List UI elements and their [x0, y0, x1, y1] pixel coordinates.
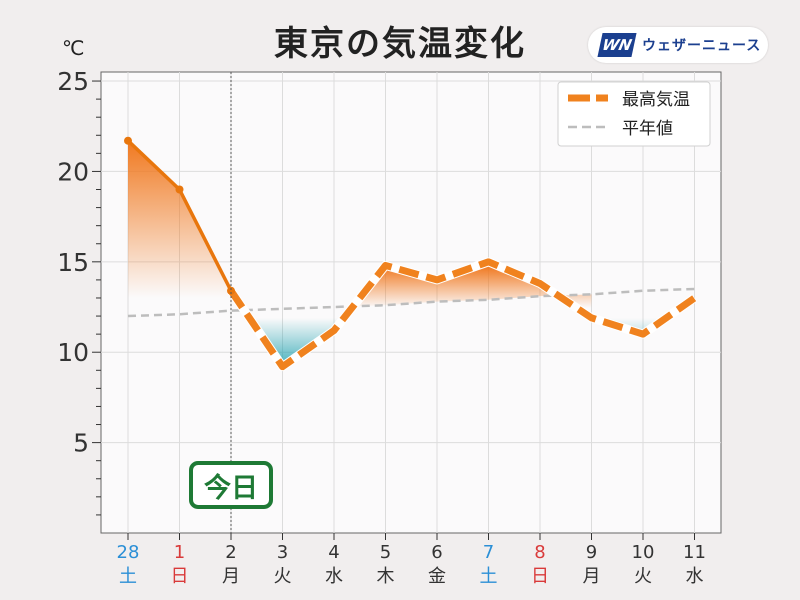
- x-tick-day: 1: [174, 542, 185, 563]
- x-tick-weekday: 月: [583, 566, 601, 587]
- x-tick-weekday: 水: [325, 566, 343, 587]
- x-tick-day: 3: [277, 542, 288, 563]
- x-tick-weekday: 金: [428, 566, 446, 587]
- x-tick-weekday: 土: [480, 566, 498, 587]
- weathernews-logo: WN ウェザーニュース: [588, 27, 768, 63]
- page-title: 東京の気温変化: [274, 24, 526, 64]
- series-lines: [124, 136, 698, 372]
- today-badge: [189, 461, 273, 509]
- x-tick-day: 7: [483, 542, 494, 563]
- x-tick-weekday: 火: [274, 566, 292, 587]
- logo-text: ウェザーニュース: [642, 38, 762, 54]
- observed-point: [124, 136, 132, 145]
- x-tick-weekday: 火: [634, 566, 652, 587]
- warm-fill-past: [128, 140, 231, 317]
- x-tick-day: 28: [117, 542, 140, 563]
- x-axis: 28 土 1 日 2 月 3 火 4 水 5 木 6 金 7 土 8 日 9 月 10 火 11 水: [117, 533, 706, 587]
- x-tick-day: 2: [225, 542, 236, 563]
- x-tick-weekday: 水: [686, 566, 704, 587]
- y-tick-label: 25: [57, 67, 89, 96]
- y-tick-label: 5: [73, 429, 89, 458]
- today-label: 今日: [204, 472, 258, 504]
- x-tick-day: 5: [380, 542, 391, 563]
- x-tick-day: 6: [431, 542, 442, 563]
- y-tick-label: 10: [57, 338, 89, 367]
- normal-temp-line: [127, 287, 695, 318]
- y-tick-label: 20: [57, 157, 89, 186]
- y-tick-label: 15: [57, 248, 89, 277]
- observed-point: [175, 185, 184, 194]
- x-tick-weekday: 木: [377, 566, 395, 587]
- x-tick-day: 10: [632, 542, 655, 563]
- observed-point: [227, 286, 235, 295]
- legend-normal-label: 平年値: [622, 119, 673, 139]
- x-tick-weekday: 日: [531, 566, 549, 587]
- x-tick-weekday: 日: [171, 566, 189, 587]
- x-tick-day: 4: [328, 542, 339, 563]
- y-axis: 5 10 15 20 25: [57, 67, 101, 516]
- legend-high-label: 最高気温: [622, 90, 690, 110]
- y-axis-unit: ℃: [62, 36, 85, 60]
- x-tick-day: 8: [534, 542, 545, 563]
- x-tick-weekday: 月: [222, 566, 240, 587]
- x-tick-day: 11: [683, 542, 706, 563]
- x-tick-day: 9: [586, 542, 597, 563]
- today-marker: 今日: [189, 72, 273, 533]
- forecast-line: [228, 258, 697, 371]
- x-tick-weekday: 土: [119, 566, 137, 587]
